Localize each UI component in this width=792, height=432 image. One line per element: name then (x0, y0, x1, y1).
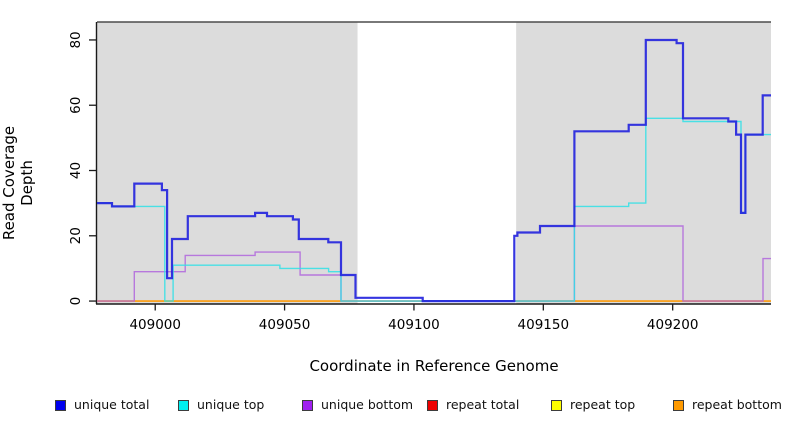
y-axis-title: Read Coverage Depth (0, 125, 36, 241)
legend-swatch-icon (178, 399, 189, 411)
series-unique-bottom (97, 225, 771, 302)
y-tick-label: 40 (68, 162, 84, 179)
legend-label: unique top (197, 397, 265, 412)
legend-label: unique total (74, 397, 150, 412)
series-unique-total (97, 38, 771, 303)
legend-item-repeat-bottom: repeat bottom (673, 398, 782, 412)
legend-item-repeat-top: repeat top (551, 398, 635, 412)
x-tick-label: 409100 (388, 317, 440, 333)
x-axis-title: Coordinate in Reference Genome (309, 357, 559, 375)
legend-label: repeat bottom (692, 397, 782, 412)
legend-item-repeat-total: repeat total (427, 398, 519, 412)
y-tick-label: 80 (68, 31, 84, 48)
legend-label: repeat total (446, 397, 520, 412)
x-tick-label: 409200 (647, 317, 699, 333)
legend-swatch-icon (427, 399, 438, 411)
x-tick-label: 409050 (259, 317, 311, 333)
legend-item-unique-total: unique total (55, 398, 149, 412)
shaded-region-0 (97, 22, 358, 304)
legend-label: unique bottom (321, 397, 414, 412)
y-tick-label: 60 (68, 97, 84, 114)
legend-item-unique-bottom: unique bottom (302, 398, 413, 412)
legend-swatch-icon (302, 399, 313, 411)
legend-swatch-icon (673, 399, 684, 411)
legend-swatch-icon (551, 399, 562, 411)
y-tick-label: 0 (68, 297, 84, 306)
x-tick-label: 409150 (518, 317, 570, 333)
x-tick-label: 409000 (129, 317, 181, 333)
chart-canvas: 409000 409050 409100 409150 409200 0 20 40 60 80 (68, 21, 771, 333)
legend-swatch-icon (55, 399, 66, 411)
legend: unique total unique top unique bottom repea… (0, 398, 792, 416)
legend-label: repeat top (570, 397, 636, 412)
legend-item-unique-top: unique top (178, 398, 264, 412)
shaded-region-1 (516, 22, 771, 304)
y-tick-label: 20 (68, 227, 84, 244)
